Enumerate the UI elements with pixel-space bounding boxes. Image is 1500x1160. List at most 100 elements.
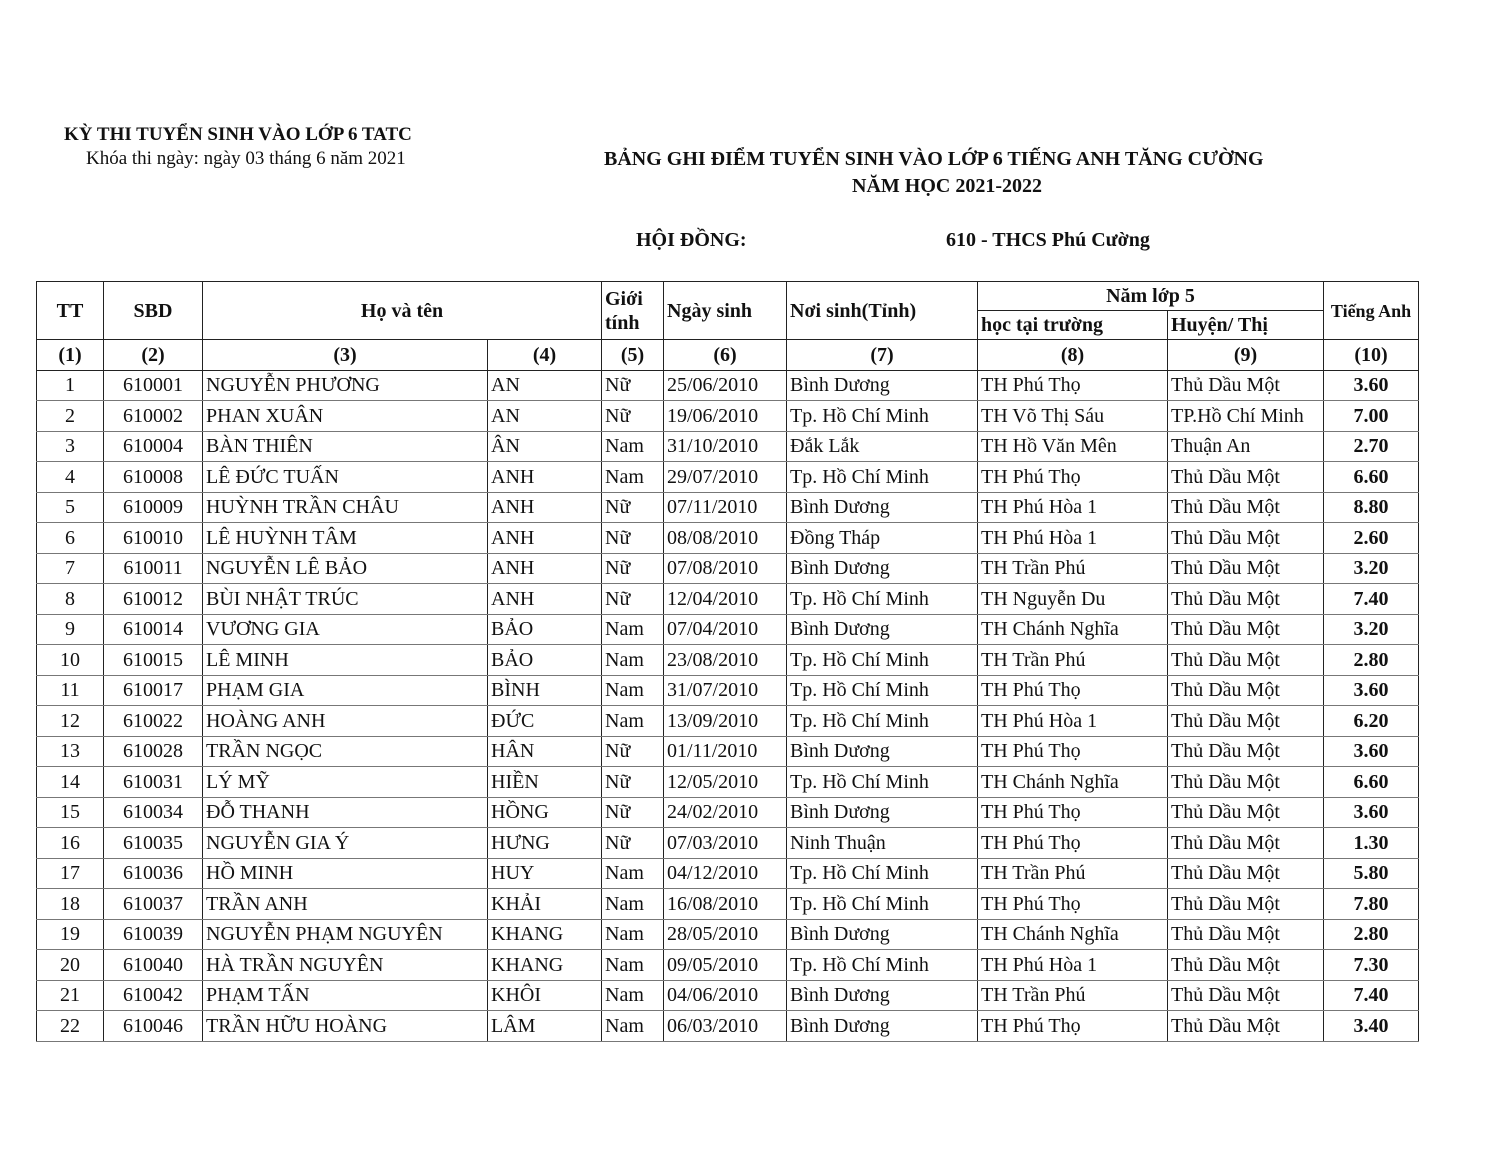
english-score: 7.00 bbox=[1323, 400, 1419, 432]
english-score: 7.80 bbox=[1323, 888, 1419, 920]
given-name: LÂM bbox=[487, 1010, 602, 1042]
header-tt: TT bbox=[36, 281, 104, 340]
surname: NGUYỄN GIA Ý bbox=[202, 827, 488, 859]
birthplace: Bình Dương bbox=[786, 1010, 978, 1042]
row-number: 5 bbox=[36, 491, 104, 523]
candidate-number: 610034 bbox=[103, 796, 203, 828]
candidate-number: 610039 bbox=[103, 918, 203, 950]
district: Thủ Dầu Một bbox=[1167, 857, 1324, 889]
date-of-birth: 12/05/2010 bbox=[663, 766, 787, 798]
gender: Nam bbox=[601, 857, 664, 889]
given-name: AN bbox=[487, 400, 602, 432]
header-sbd: SBD bbox=[103, 281, 203, 340]
district: Thủ Dầu Một bbox=[1167, 491, 1324, 523]
surname: TRẦN ANH bbox=[202, 888, 488, 920]
date-of-birth: 31/07/2010 bbox=[663, 674, 787, 706]
header-name: Họ và tên bbox=[202, 281, 602, 340]
date-of-birth: 07/08/2010 bbox=[663, 552, 787, 584]
gender: Nam bbox=[601, 918, 664, 950]
given-name: BẢO bbox=[487, 644, 602, 676]
surname: HÀ TRẦN NGUYÊN bbox=[202, 949, 488, 981]
surname: PHẠM TẤN bbox=[202, 979, 488, 1011]
english-score: 2.80 bbox=[1323, 644, 1419, 676]
english-score: 3.60 bbox=[1323, 796, 1419, 828]
row-number: 16 bbox=[36, 827, 104, 859]
given-name: AN bbox=[487, 369, 602, 401]
surname: HỒ MINH bbox=[202, 857, 488, 889]
given-name: ÂN bbox=[487, 430, 602, 462]
date-of-birth: 06/03/2010 bbox=[663, 1010, 787, 1042]
council-label: HỘI ĐỒNG: bbox=[636, 229, 747, 251]
birthplace: Tp. Hồ Chí Minh bbox=[786, 857, 978, 889]
district: Thủ Dầu Một bbox=[1167, 583, 1324, 615]
district: Thủ Dầu Một bbox=[1167, 461, 1324, 493]
date-of-birth: 07/04/2010 bbox=[663, 613, 787, 645]
given-name: HỒNG bbox=[487, 796, 602, 828]
gender: Nam bbox=[601, 430, 664, 462]
candidate-number: 610042 bbox=[103, 979, 203, 1011]
date-of-birth: 19/06/2010 bbox=[663, 400, 787, 432]
district: Thủ Dầu Một bbox=[1167, 796, 1324, 828]
primary-school: TH Phú Thọ bbox=[977, 461, 1168, 493]
candidate-number: 610036 bbox=[103, 857, 203, 889]
birthplace: Bình Dương bbox=[786, 735, 978, 767]
table-row: 10 610015 LÊ MINH BẢO Nam 23/08/2010 Tp. Hồ Ch… bbox=[36, 644, 1419, 676]
row-number: 4 bbox=[36, 461, 104, 493]
column-number: (8) bbox=[977, 339, 1168, 371]
header-birthplace: Nơi sinh(Tỉnh) bbox=[786, 281, 978, 340]
primary-school: TH Phú Hòa 1 bbox=[977, 522, 1168, 554]
header-gender: Giới tính bbox=[601, 281, 664, 340]
given-name: ANH bbox=[487, 583, 602, 615]
gender: Nữ bbox=[601, 522, 664, 554]
surname: HUỲNH TRẦN CHÂU bbox=[202, 491, 488, 523]
gender: Nam bbox=[601, 674, 664, 706]
birthplace: Bình Dương bbox=[786, 796, 978, 828]
row-number: 11 bbox=[36, 674, 104, 706]
surname: TRẦN HỮU HOÀNG bbox=[202, 1010, 488, 1042]
district: TP.Hồ Chí Minh bbox=[1167, 400, 1324, 432]
date-of-birth: 09/05/2010 bbox=[663, 949, 787, 981]
candidate-number: 610011 bbox=[103, 552, 203, 584]
table-row: 20 610040 HÀ TRẦN NGUYÊN KHANG Nam 09/05/2010… bbox=[36, 949, 1419, 981]
surname: ĐỖ THANH bbox=[202, 796, 488, 828]
candidate-number: 610017 bbox=[103, 674, 203, 706]
primary-school: TH Trần Phú bbox=[977, 979, 1168, 1011]
column-number-row: (1) (2) (3) (4) (5) (6) (7) (8) (9) (10) bbox=[36, 339, 1419, 371]
candidate-number: 610012 bbox=[103, 583, 203, 615]
table-row: 4 610008 LÊ ĐỨC TUẤN ANH Nam 29/07/2010 Tp. Hồ… bbox=[36, 461, 1419, 493]
given-name: BẢO bbox=[487, 613, 602, 645]
given-name: ANH bbox=[487, 552, 602, 584]
date-of-birth: 13/09/2010 bbox=[663, 705, 787, 737]
district: Thủ Dầu Một bbox=[1167, 522, 1324, 554]
gender: Nam bbox=[601, 613, 664, 645]
district: Thủ Dầu Một bbox=[1167, 827, 1324, 859]
row-number: 2 bbox=[36, 400, 104, 432]
surname: NGUYỄN PHƯƠNG bbox=[202, 369, 488, 401]
district: Thủ Dầu Một bbox=[1167, 918, 1324, 950]
row-number: 17 bbox=[36, 857, 104, 889]
gender: Nữ bbox=[601, 400, 664, 432]
primary-school: TH Phú Thọ bbox=[977, 735, 1168, 767]
birthplace: Tp. Hồ Chí Minh bbox=[786, 400, 978, 432]
birthplace: Tp. Hồ Chí Minh bbox=[786, 583, 978, 615]
table-row: 14 610031 LÝ MỸ HIỀN Nữ 12/05/2010 Tp. Hồ Chí … bbox=[36, 766, 1419, 798]
district: Thủ Dầu Một bbox=[1167, 735, 1324, 767]
table-row: 22 610046 TRẦN HỮU HOÀNG LÂM Nam 06/03/2010 Bì… bbox=[36, 1010, 1419, 1042]
date-of-birth: 08/08/2010 bbox=[663, 522, 787, 554]
gender: Nữ bbox=[601, 583, 664, 615]
primary-school: TH Phú Thọ bbox=[977, 827, 1168, 859]
district: Thủ Dầu Một bbox=[1167, 979, 1324, 1011]
primary-school: TH Phú Hòa 1 bbox=[977, 705, 1168, 737]
column-number: (6) bbox=[663, 339, 787, 371]
gender: Nam bbox=[601, 1010, 664, 1042]
row-number: 10 bbox=[36, 644, 104, 676]
birthplace: Ninh Thuận bbox=[786, 827, 978, 859]
table-row: 1 610001 NGUYỄN PHƯƠNG AN Nữ 25/06/2010 Bình D… bbox=[36, 369, 1419, 401]
row-number: 9 bbox=[36, 613, 104, 645]
given-name: ĐỨC bbox=[487, 705, 602, 737]
birthplace: Đắk Lắk bbox=[786, 430, 978, 462]
primary-school: TH Trần Phú bbox=[977, 857, 1168, 889]
birthplace: Đồng Tháp bbox=[786, 522, 978, 554]
surname: VƯƠNG GIA bbox=[202, 613, 488, 645]
primary-school: TH Võ Thị Sáu bbox=[977, 400, 1168, 432]
